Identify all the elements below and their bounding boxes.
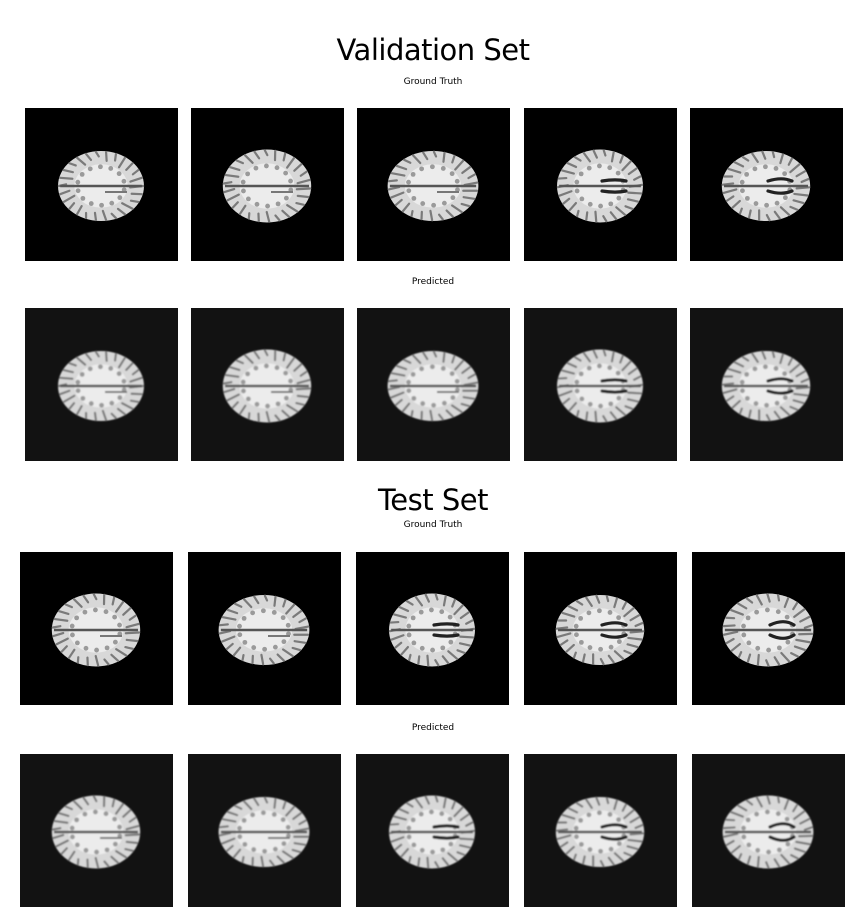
test-predicted-slice-2	[188, 754, 341, 907]
validation-ground-truth-slice-2	[191, 108, 344, 261]
validation-predicted-slice-5	[690, 308, 843, 461]
test-predicted-slice-1	[20, 754, 173, 907]
test-ground-truth-slice-5	[692, 552, 845, 705]
validation-ground-truth-slice-3	[357, 108, 510, 261]
validation-ground-truth-slice-4	[524, 108, 677, 261]
test-ground-truth-label: Ground Truth	[403, 520, 463, 530]
validation-predicted-slice-4	[524, 308, 677, 461]
validation-ground-truth-label: Ground Truth	[403, 77, 463, 87]
test-predicted-slice-4	[524, 754, 677, 907]
test-predicted-slice-3	[356, 754, 509, 907]
validation-predicted-slice-1	[25, 308, 178, 461]
test-predicted-label: Predicted	[411, 723, 455, 733]
test-ground-truth-slice-2	[188, 552, 341, 705]
test-ground-truth-slice-3	[356, 552, 509, 705]
test-predicted-slice-5	[692, 754, 845, 907]
test-ground-truth-slice-1	[20, 552, 173, 705]
test-set-title: Test Set	[378, 483, 488, 517]
validation-ground-truth-slice-5	[690, 108, 843, 261]
validation-predicted-label: Predicted	[411, 277, 455, 287]
validation-predicted-slice-3	[357, 308, 510, 461]
validation-set-title: Validation Set	[336, 33, 530, 67]
test-ground-truth-slice-4	[524, 552, 677, 705]
validation-ground-truth-slice-1	[25, 108, 178, 261]
validation-predicted-slice-2	[191, 308, 344, 461]
